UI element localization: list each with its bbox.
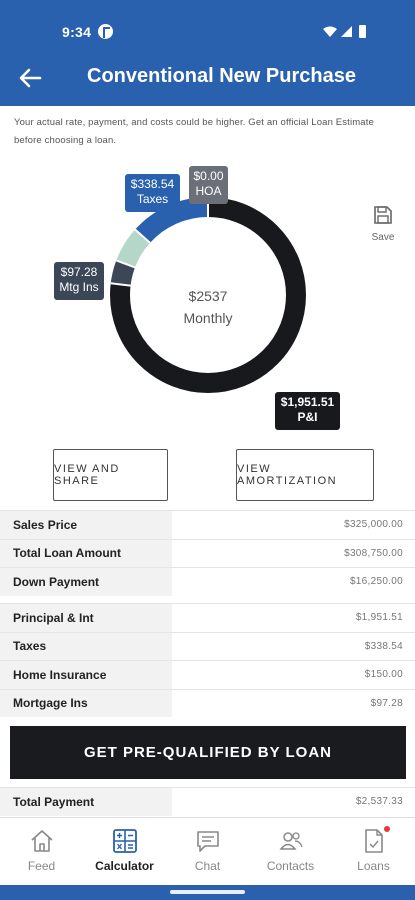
row-label: Mortgage Ins <box>0 689 172 717</box>
signal-icon <box>341 26 352 37</box>
save-label: Save <box>371 232 395 243</box>
home-icon <box>30 830 53 852</box>
monthly-total-amount: $2537 <box>188 288 228 304</box>
back-button[interactable] <box>14 64 46 92</box>
chat-notification-dot <box>384 826 390 832</box>
loan-summary-table: Sales Price $325,000.00 Total Loan Amoun… <box>0 510 415 596</box>
taxes-callout-amount: $338.54 <box>130 177 175 191</box>
taxes-callout-name: Taxes <box>136 192 169 206</box>
donut-separator <box>134 228 151 244</box>
mtg-ins-callout-name: Mtg Ins <box>59 280 99 294</box>
table-row: Down Payment $16,250.00 <box>0 567 415 596</box>
table-row: Home Insurance $150.00 <box>0 660 415 689</box>
mtg-ins-callout-amount: $97.28 <box>60 265 98 279</box>
row-value: $150.00 <box>364 669 403 681</box>
nav-label: Contacts <box>266 859 315 873</box>
disclaimer-text: Your actual rate, payment, and costs cou… <box>14 117 374 146</box>
donut-center: $2537 Monthly <box>168 285 248 329</box>
wifi-icon <box>323 26 337 37</box>
row-label: Sales Price <box>0 511 172 539</box>
signal-battery-icons <box>323 25 366 38</box>
save-button[interactable]: Save <box>368 205 398 245</box>
hoa-callout: $0.00 HOA <box>189 166 228 204</box>
nav-label: Chat <box>194 859 221 873</box>
arrow-left-icon <box>19 68 42 88</box>
view-and-share-button[interactable]: VIEW AND SHARE <box>53 449 168 501</box>
nav-item-contacts[interactable]: Contacts <box>249 818 332 885</box>
get-prequalified-button[interactable]: GET PRE-QUALIFIED BY LOAN <box>10 726 406 779</box>
nav-item-calculator[interactable]: Calculator <box>83 818 166 885</box>
nav-label: Loans <box>357 859 390 873</box>
chat-icon <box>196 831 219 852</box>
row-value: $16,250.00 <box>349 576 403 588</box>
bottom-nav: Feed Calculator Chat Contacts L <box>0 817 415 885</box>
row-label: Total Payment <box>0 788 172 816</box>
hoa-callout-name: HOA <box>195 184 222 198</box>
page-title: Conventional New Purchase <box>87 65 356 87</box>
row-value: $2,537.33 <box>355 796 403 808</box>
total-payment-table: Total Payment $2,537.33 <box>0 787 415 816</box>
donut-separator <box>115 259 136 269</box>
nav-item-chat[interactable]: Chat <box>166 818 390 885</box>
table-row: Mortgage Ins $97.28 <box>0 688 415 717</box>
save-icon <box>374 206 392 224</box>
nav-label: Calculator <box>95 859 154 873</box>
hoa-callout-amount: $0.00 <box>193 169 224 183</box>
table-row: Principal & Int $1,951.51 <box>0 603 415 632</box>
mtg-ins-callout: $97.28 Mtg Ins <box>54 262 104 300</box>
table-row: Sales Price $325,000.00 <box>0 510 415 539</box>
gesture-handle[interactable] <box>170 890 245 894</box>
row-value: $308,750.00 <box>344 547 403 559</box>
table-row: Total Loan Amount $308,750.00 <box>0 538 415 567</box>
calculator-icon <box>112 829 137 853</box>
payment-breakdown-table: Principal & Int $1,951.51 Taxes $338.54 … <box>0 603 415 717</box>
table-row: Taxes $338.54 <box>0 631 415 660</box>
row-value: $338.54 <box>364 640 403 652</box>
status-icons <box>323 25 371 44</box>
row-label: Total Loan Amount <box>0 539 172 567</box>
pi-callout-amount: $1,951.51 <box>280 395 335 409</box>
table-row: Total Payment $2,537.33 <box>0 787 415 816</box>
view-amortization-button[interactable]: VIEW AMORTIZATION <box>236 449 374 501</box>
pi-callout-name: P&I <box>297 410 318 424</box>
monthly-label: Monthly <box>183 310 233 326</box>
row-label: Down Payment <box>0 568 172 596</box>
row-value: $1,951.51 <box>355 612 403 624</box>
row-label: Home Insurance <box>0 661 172 689</box>
nav-item-feed[interactable]: Feed <box>0 818 83 885</box>
contacts-icon <box>278 832 303 850</box>
app-notification-icon <box>98 24 113 39</box>
row-label: Taxes <box>0 632 172 660</box>
taxes-callout: $338.54 Taxes <box>125 174 180 212</box>
status-bar: 9:34 <box>0 0 415 50</box>
app-bar: Conventional New Purchase <box>0 50 415 106</box>
document-icon <box>364 829 383 853</box>
row-value: $325,000.00 <box>344 519 403 531</box>
status-time: 9:34 <box>62 24 92 40</box>
nav-item-loans[interactable]: Loans <box>332 818 415 885</box>
nav-label: Feed <box>27 859 56 873</box>
donut-separator <box>110 282 131 287</box>
pi-callout: $1,951.51 P&I <box>275 392 340 430</box>
payment-donut-chart: $2537 Monthly <box>0 160 415 440</box>
row-label: Principal & Int <box>0 604 172 632</box>
row-value: $97.28 <box>370 697 403 709</box>
battery-icon <box>359 25 366 38</box>
